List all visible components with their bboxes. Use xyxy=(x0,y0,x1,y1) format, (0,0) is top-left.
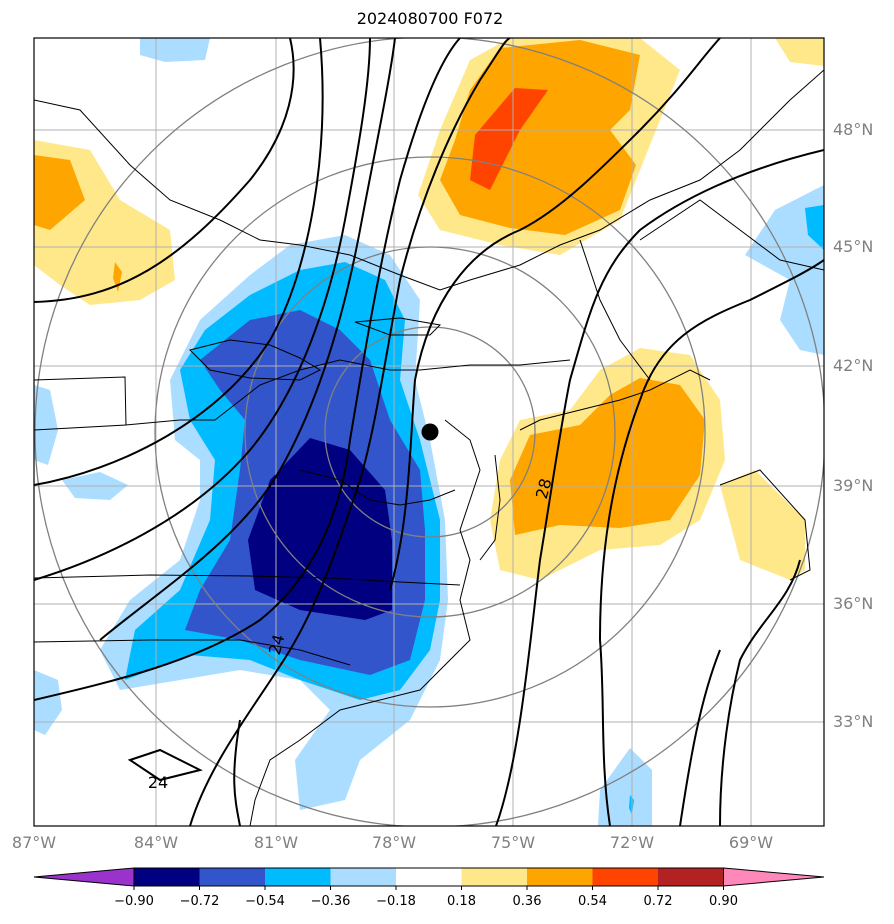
colorbar-tick-label: 0.36 xyxy=(512,894,542,909)
lat-label: 36°N xyxy=(833,594,874,613)
colorbar-swatch xyxy=(199,868,265,886)
colorbar-tick-label: −0.54 xyxy=(245,894,285,909)
colorbar-tick-label: −0.72 xyxy=(179,894,220,909)
colorbar-swatch xyxy=(527,868,593,886)
plot-border xyxy=(33,37,825,827)
lon-label: 75°W xyxy=(490,833,536,852)
colorbar-extend-low xyxy=(33,867,135,887)
contour-label-24-b: 24 xyxy=(148,773,168,792)
map-title: 2024080700 F072 xyxy=(356,9,504,28)
colorbar-swatch xyxy=(134,868,200,886)
colorbar xyxy=(33,867,825,890)
lat-label: 42°N xyxy=(833,356,874,375)
lon-label: 84°W xyxy=(133,833,179,852)
colorbar-tick-label: 0.72 xyxy=(643,894,673,909)
station-marker xyxy=(421,423,439,441)
map-plot-area xyxy=(34,38,824,826)
contours xyxy=(34,38,824,826)
colorbar-tick-label: 0.54 xyxy=(578,894,607,909)
colorbar-tick-label: −0.36 xyxy=(310,894,351,909)
lat-label: 33°N xyxy=(833,712,874,731)
contour-label-28: 28 xyxy=(532,476,556,501)
lat-label: 45°N xyxy=(833,237,874,256)
colorbar-swatch xyxy=(592,868,658,886)
colorbar-swatch xyxy=(461,868,527,886)
lon-label: 78°W xyxy=(371,833,417,852)
colorbar-swatch xyxy=(265,868,331,886)
lon-label: 69°W xyxy=(728,833,774,852)
colorbar-extend-high xyxy=(723,867,825,887)
lon-label: 87°W xyxy=(11,833,57,852)
colorbar-swatch xyxy=(396,868,462,886)
colorbar-swatch xyxy=(330,868,396,886)
lat-label: 48°N xyxy=(833,120,874,139)
colorbar-tick-label: −0.90 xyxy=(114,894,154,909)
contour-label-24-a: 24 xyxy=(265,632,289,657)
lat-label: 39°N xyxy=(833,476,874,495)
colorbar-tick-label: 0.18 xyxy=(447,894,476,909)
colorbar-tick-label: 0.90 xyxy=(709,894,738,909)
colorbar-swatch xyxy=(658,868,724,886)
colorbar-tick-label: −0.18 xyxy=(376,894,416,909)
lon-label: 72°W xyxy=(609,833,655,852)
lon-label: 81°W xyxy=(253,833,299,852)
